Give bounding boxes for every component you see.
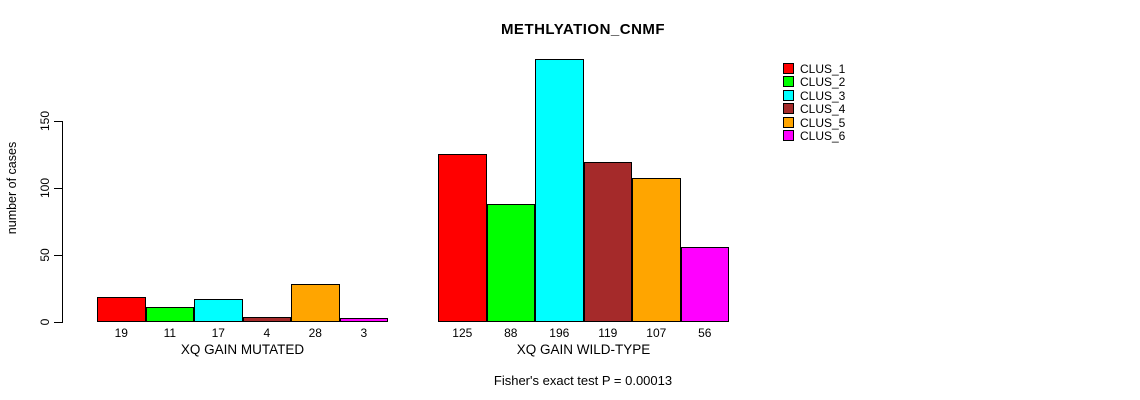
legend-label: CLUS_6 [800, 129, 846, 143]
bar [486, 203, 535, 322]
legend-label: CLUS_1 [800, 62, 846, 76]
y-axis-line [62, 121, 63, 322]
bar-value-label: 88 [504, 326, 518, 340]
x-axis-group-label: XQ GAIN WILD-TYPE [516, 342, 651, 357]
y-axis-tick-label: 50 [38, 248, 52, 262]
bar-value-label: 4 [263, 326, 271, 340]
bar [680, 246, 729, 322]
legend-swatch [783, 63, 794, 74]
y-axis-tick-label: 0 [38, 318, 52, 326]
y-axis-tick [54, 187, 63, 189]
fisher-test-annotation: Fisher's exact test P = 0.00013 [493, 373, 673, 388]
bar [535, 59, 584, 322]
bar-value-label: 3 [360, 326, 368, 340]
bar [339, 318, 388, 322]
bar-value-label: 28 [308, 326, 322, 340]
bar [438, 154, 487, 323]
legend-label: CLUS_3 [800, 88, 846, 103]
bar-value-label: 11 [163, 326, 177, 340]
bar [632, 178, 681, 322]
bar-value-label: 56 [698, 326, 712, 340]
y-axis-tick-label: 150 [38, 110, 52, 131]
legend-swatch [783, 76, 794, 88]
bar-value-label: 17 [211, 326, 225, 340]
legend-label: CLUS_5 [800, 115, 846, 130]
legend-label: CLUS_4 [800, 102, 846, 117]
legend-swatch [783, 130, 794, 141]
bar [145, 307, 194, 322]
bar [242, 316, 291, 322]
y-axis-label: number of cases [5, 141, 19, 235]
bar [291, 284, 340, 322]
y-axis-tick-label: 100 [38, 177, 52, 198]
legend-label: CLUS_2 [800, 75, 846, 90]
chart-title: METHLYATION_CNMF [500, 21, 666, 38]
bar-value-label: 19 [114, 326, 128, 340]
x-axis-group-label: XQ GAIN MUTATED [180, 342, 305, 357]
legend-swatch [783, 116, 794, 128]
y-axis-tick [54, 120, 63, 122]
bar-value-label: 125 [452, 326, 473, 340]
bar [194, 299, 243, 322]
legend-swatch [783, 89, 794, 101]
bar-value-label: 196 [549, 326, 570, 340]
y-axis-tick [54, 254, 63, 256]
y-axis-tick [54, 322, 63, 323]
legend-swatch [783, 103, 794, 115]
bar [583, 162, 632, 322]
bar-value-label: 107 [646, 326, 667, 340]
bar [97, 296, 146, 322]
bar-value-label: 119 [598, 326, 618, 340]
